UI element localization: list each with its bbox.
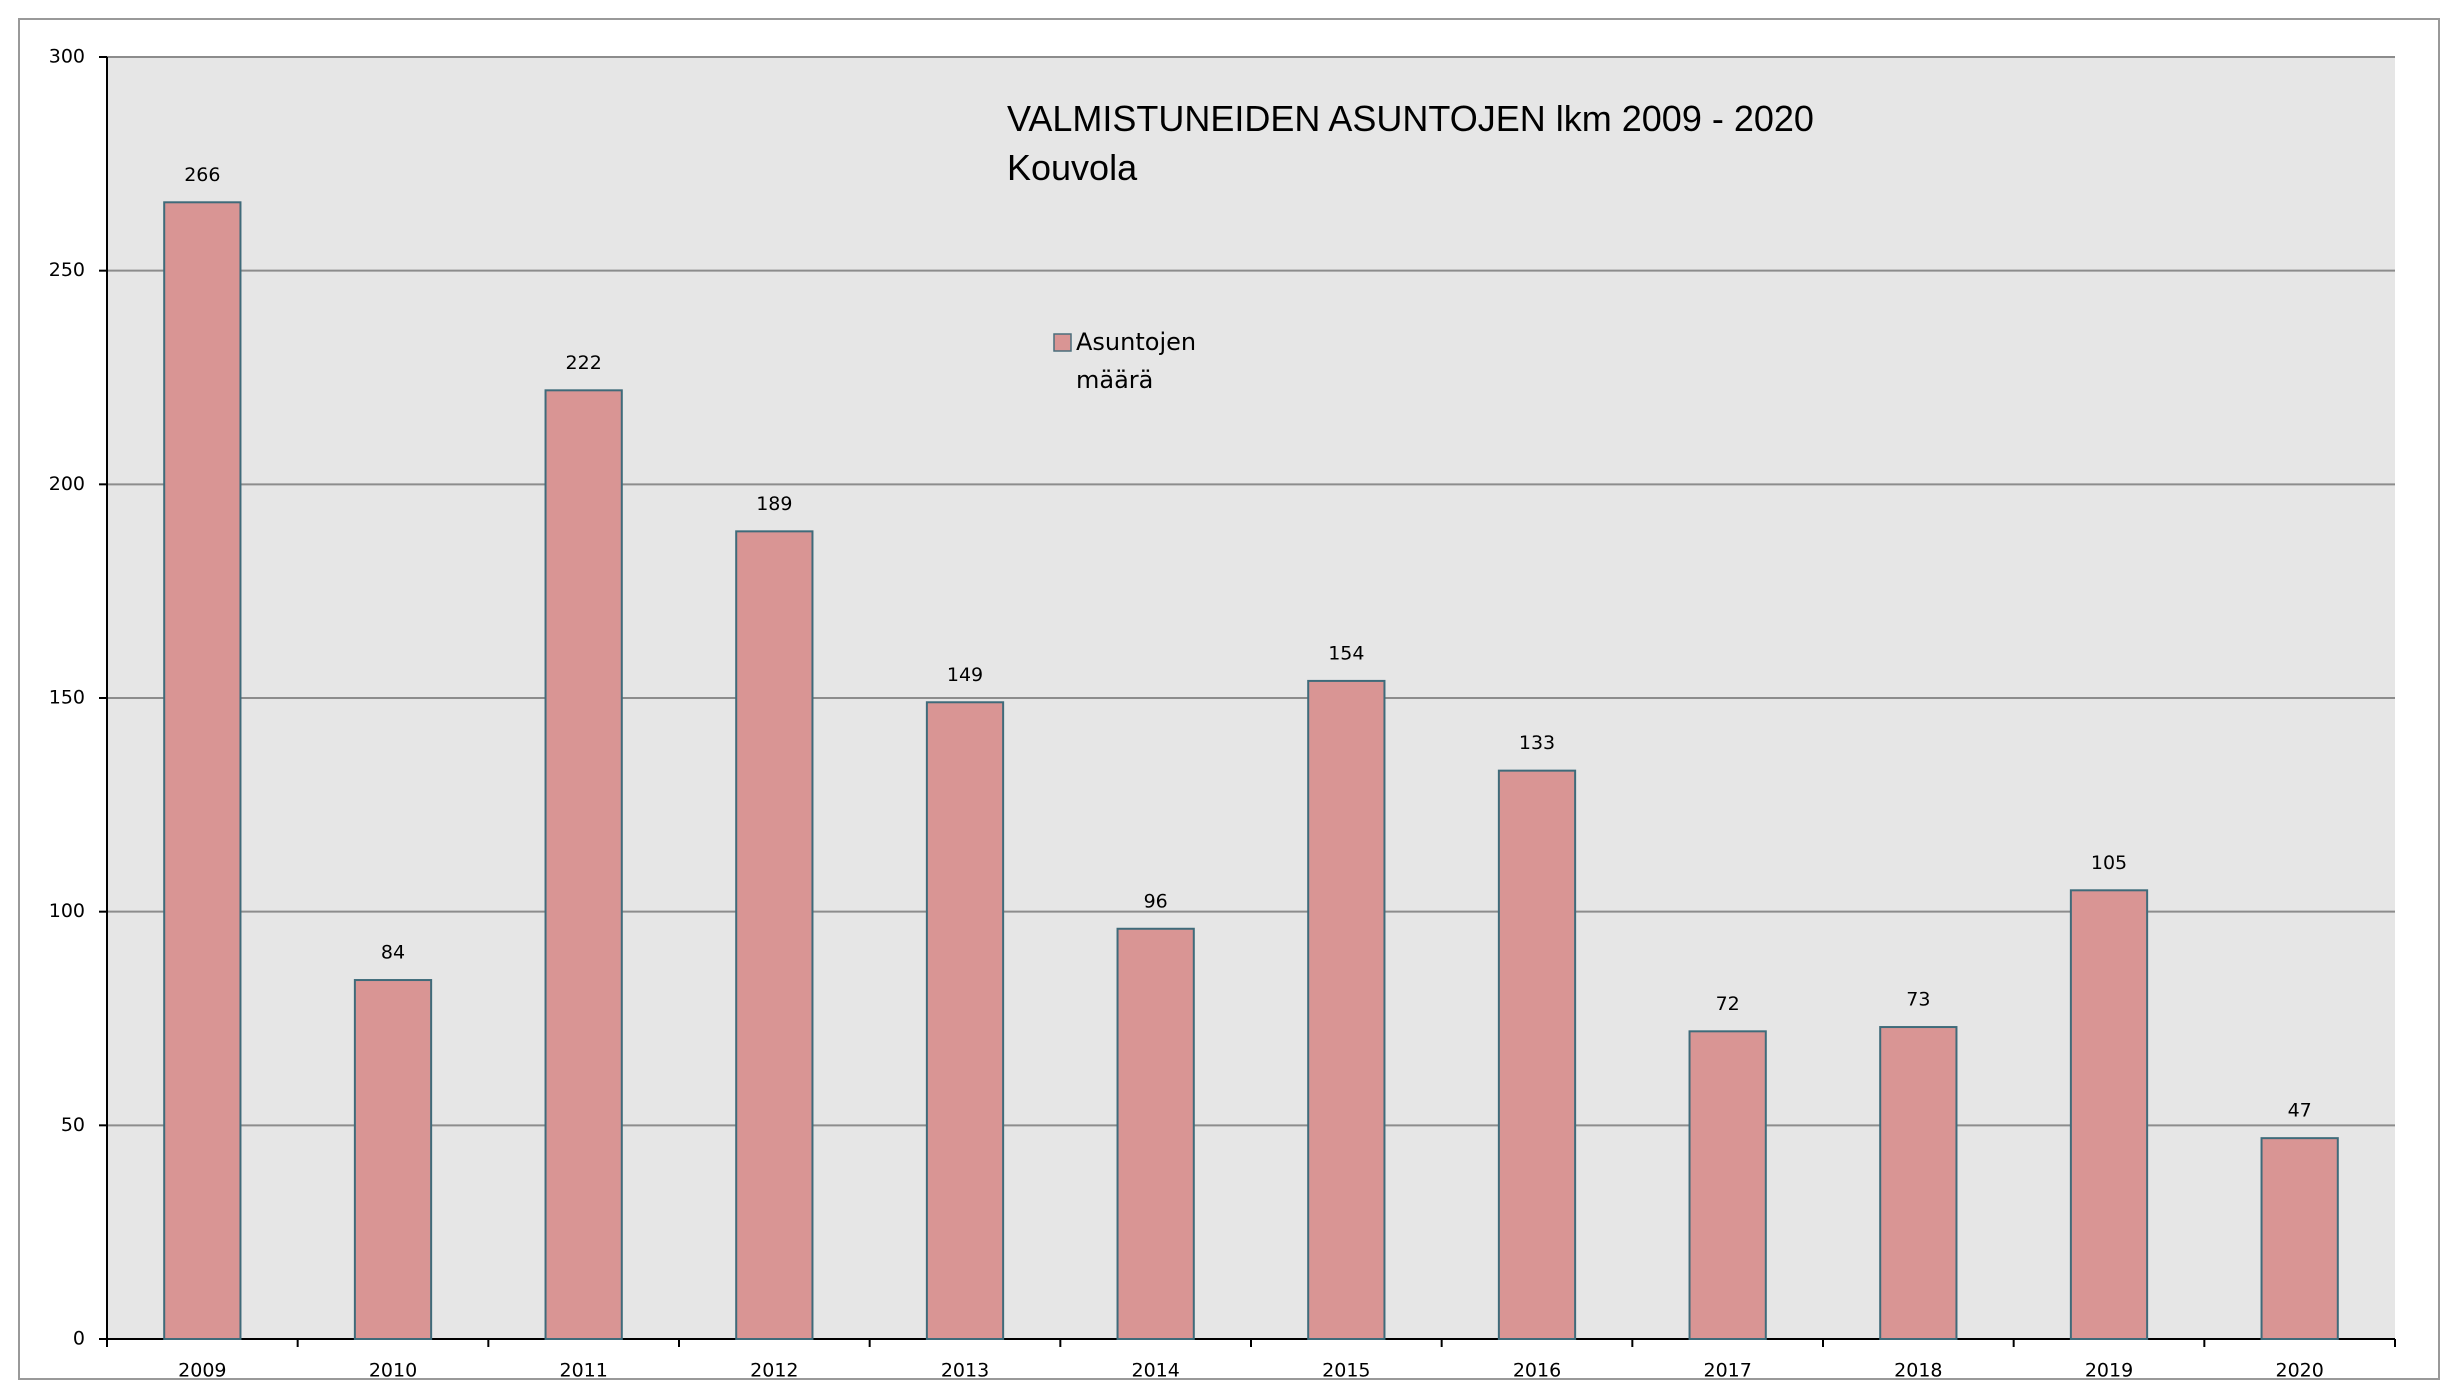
chart-title: VALMISTUNEIDEN ASUNTOJEN lkm 2009 - 2020 <box>1007 98 1814 139</box>
legend-label: Asuntojen määrä <box>1076 328 1197 394</box>
data-label: 105 <box>2091 852 2127 874</box>
x-tick-label: 2016 <box>1513 1360 1561 1381</box>
x-tick-label: 2018 <box>1894 1360 1942 1381</box>
data-label: 84 <box>381 942 405 964</box>
x-tick-label: 2015 <box>1322 1360 1370 1381</box>
bar <box>1307 679 1386 1340</box>
x-tick-label: 2019 <box>2085 1360 2133 1381</box>
data-label: 149 <box>947 664 983 686</box>
x-tick-label: 2017 <box>1703 1360 1751 1381</box>
data-label: 72 <box>1716 993 1740 1015</box>
grid <box>99 56 2396 1347</box>
bar <box>163 201 242 1340</box>
x-tick-label: 2020 <box>2275 1360 2323 1381</box>
legend: Asuntojen määrä <box>1076 328 1197 394</box>
bar <box>735 530 814 1340</box>
data-label: 154 <box>1328 642 1364 664</box>
data-label: 96 <box>1144 890 1168 912</box>
y-tick-label: 200 <box>49 473 85 495</box>
x-tick-label: 2011 <box>559 1360 607 1381</box>
data-label: 133 <box>1519 732 1555 754</box>
bar <box>2069 889 2149 1340</box>
data-label: 47 <box>2288 1100 2312 1122</box>
data-label: 266 <box>184 164 220 186</box>
y-tick-label: 300 <box>49 46 85 68</box>
y-tick-label: 50 <box>61 1114 85 1136</box>
bar <box>1116 927 1195 1340</box>
data-label: 73 <box>1906 989 1930 1011</box>
x-tick-label: 2009 <box>178 1360 226 1381</box>
y-tick-label: 250 <box>49 259 85 281</box>
x-tick-label: 2010 <box>369 1360 417 1381</box>
bar <box>1879 1026 1958 1340</box>
x-tick-label: 2012 <box>750 1360 798 1381</box>
bar <box>1688 1030 1767 1340</box>
y-tick-label: 150 <box>49 687 85 709</box>
legend-swatch <box>1053 333 1072 352</box>
x-tick-label: 2013 <box>941 1360 989 1381</box>
bar <box>2260 1137 2339 1340</box>
bar <box>1497 769 1577 1340</box>
data-label: 222 <box>566 352 602 374</box>
bar <box>353 979 433 1340</box>
bar <box>925 701 1005 1340</box>
y-tick-label: 0 <box>73 1328 85 1350</box>
chart-subtitle: Kouvola <box>1007 147 1138 188</box>
x-tick-label: 2014 <box>1131 1360 1179 1381</box>
bars <box>163 201 2339 1340</box>
data-label: 189 <box>756 493 792 515</box>
y-tick-label: 100 <box>49 900 85 922</box>
bar <box>544 389 623 1340</box>
